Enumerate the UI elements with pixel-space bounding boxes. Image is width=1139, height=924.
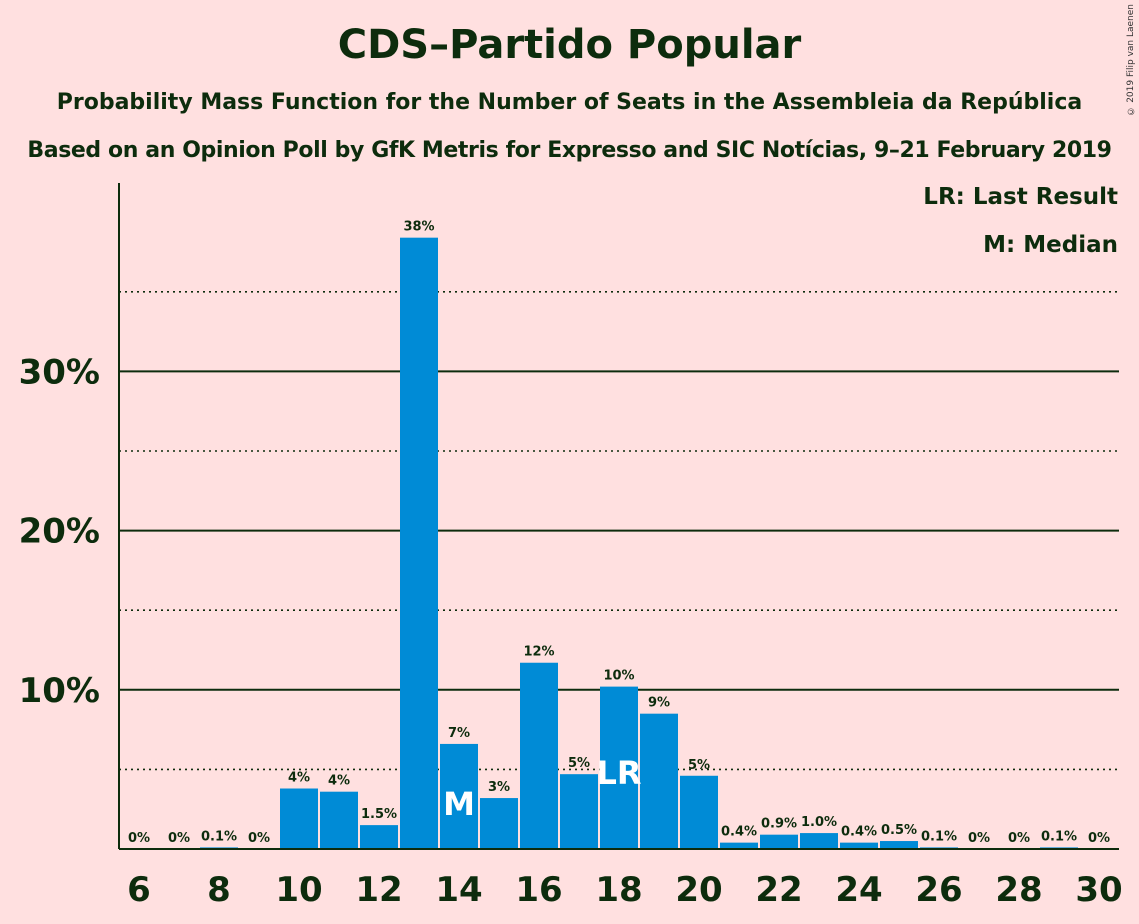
bar-seat-24: [840, 842, 878, 849]
legend-last-result: LR: Last Result: [923, 184, 1118, 210]
x-tick-label: 22: [755, 870, 802, 910]
bar-seat-22: [760, 834, 798, 849]
markers: M LR: [443, 754, 641, 823]
data-label-seat-19: 9%: [648, 696, 670, 711]
data-label-seat-26: 0.1%: [921, 829, 957, 844]
data-label-seat-23: 1.0%: [801, 815, 837, 830]
x-tick-label: 16: [515, 870, 562, 910]
data-label-seat-11: 4%: [328, 774, 350, 789]
x-tick-label: 20: [675, 870, 722, 910]
bar-seat-15: [480, 798, 518, 849]
data-label-seat-16: 12%: [523, 645, 554, 660]
data-label-seat-30: 0%: [1088, 831, 1110, 846]
legend-median: M: Median: [983, 232, 1118, 258]
chart-source-line: Based on an Opinion Poll by GfK Metris f…: [27, 138, 1112, 163]
data-label-seat-28: 0%: [1008, 831, 1030, 846]
bar-seat-20: [680, 775, 718, 849]
x-tick-label: 12: [355, 870, 402, 910]
data-label-seat-7: 0%: [168, 831, 190, 846]
bar-seat-16: [520, 662, 558, 849]
bars: [200, 237, 1078, 849]
bar-seat-25: [880, 841, 918, 849]
x-tick-label: 28: [995, 870, 1042, 910]
x-tick-label: 24: [835, 870, 882, 910]
data-label-seat-12: 1.5%: [361, 807, 397, 822]
data-label-seat-29: 0.1%: [1041, 829, 1077, 844]
y-axis-ticks: 10% 20% 30%: [19, 352, 100, 710]
x-tick-label: 10: [275, 870, 322, 910]
bar-seat-11: [320, 791, 358, 849]
data-label-seat-15: 3%: [488, 780, 510, 795]
x-tick-label: 14: [435, 870, 482, 910]
data-label-seat-21: 0.4%: [721, 825, 757, 840]
x-tick-label: 6: [127, 870, 151, 910]
y-tick-label: 30%: [19, 352, 100, 392]
bar-seat-19: [640, 713, 678, 849]
data-label-seat-6: 0%: [128, 831, 150, 846]
data-label-seat-24: 0.4%: [841, 825, 877, 840]
data-label-seat-10: 4%: [288, 771, 310, 786]
y-tick-label: 20%: [19, 512, 100, 552]
median-marker: M: [443, 785, 475, 823]
data-label-seat-13: 38%: [403, 220, 434, 235]
bar-seat-12: [360, 825, 398, 849]
data-label-seat-22: 0.9%: [761, 817, 797, 832]
data-labels: 0% 0% 0.1% 0% 4% 4% 1.5% 38% 7% 3% 12% 5% 10% 9% 5% 0.4…: [128, 220, 1110, 846]
last-result-marker: LR: [596, 754, 641, 792]
bar-seat-23: [800, 833, 838, 849]
data-label-seat-18: 10%: [603, 669, 634, 684]
chart-title: CDS–Partido Popular: [337, 22, 802, 68]
bar-seat-14: [440, 743, 478, 849]
bar-seat-21: [720, 842, 758, 849]
bar-seat-10: [280, 788, 318, 849]
x-axis-ticks: 6 8 10 12 14 16 18 20 22 24 26 28 30: [127, 870, 1123, 910]
x-tick-label: 26: [915, 870, 962, 910]
x-tick-label: 8: [207, 870, 231, 910]
x-tick-label: 30: [1075, 870, 1122, 910]
data-label-seat-20: 5%: [688, 758, 710, 773]
data-label-seat-17: 5%: [568, 756, 590, 771]
bar-seat-13: [400, 237, 438, 849]
data-label-seat-14: 7%: [448, 726, 470, 741]
x-tick-label: 18: [595, 870, 642, 910]
data-label-seat-9: 0%: [248, 831, 270, 846]
chart-subtitle: Probability Mass Function for the Number…: [56, 90, 1083, 115]
y-tick-label: 10%: [19, 671, 100, 711]
bar-seat-18: [600, 686, 638, 849]
data-label-seat-27: 0%: [968, 831, 990, 846]
data-label-seat-25: 0.5%: [881, 823, 917, 838]
data-label-seat-8: 0.1%: [201, 829, 237, 844]
bar-seat-17: [560, 774, 598, 849]
